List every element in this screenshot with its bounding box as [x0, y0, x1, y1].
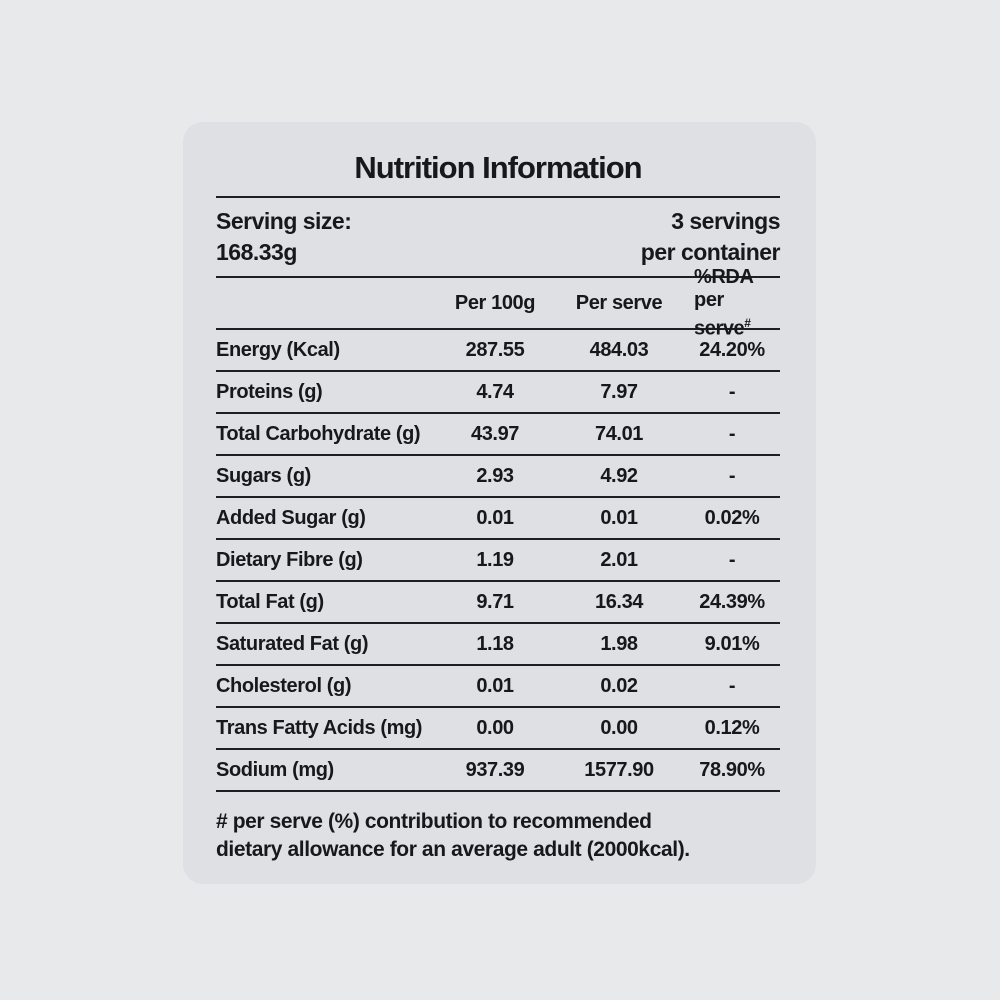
value-rda: 24.39%	[699, 590, 765, 613]
value-rda: -	[728, 464, 736, 487]
nutrient-name: Proteins (g)	[216, 380, 323, 403]
table-header-row: Per 100g Per serve %RDA per serve#	[216, 266, 780, 339]
table-row-total-carbohydrate: Total Carbohydrate (g) 43.97 74.01 -	[216, 414, 780, 456]
table-row-cholesterol: Cholesterol (g) 0.01 0.02 -	[216, 666, 780, 708]
value-per-serve: 1577.90	[584, 758, 654, 781]
nutrient-name: Total Fat (g)	[216, 590, 324, 613]
column-header-per-100g: Per 100g	[454, 291, 536, 314]
table-row-total-fat: Total Fat (g) 9.71 16.34 24.39%	[216, 582, 780, 624]
nutrient-name: Saturated Fat (g)	[216, 632, 369, 655]
serving-size: Serving size: 168.33g	[216, 206, 352, 268]
footnote-line2: dietary allowance for an average adult (…	[216, 838, 690, 861]
nutrient-name: Total Carbohydrate (g)	[216, 422, 421, 445]
table-row-energy: Energy (Kcal) 287.55 484.03 24.20%	[216, 330, 780, 372]
nutrient-name: Energy (Kcal)	[216, 338, 340, 361]
table-row-saturated-fat: Saturated Fat (g) 1.18 1.98 9.01%	[216, 624, 780, 666]
page-title: Nutrition Information	[354, 150, 642, 185]
table-row-dietary-fibre: Dietary Fibre (g) 1.19 2.01 -	[216, 540, 780, 582]
table-row-trans-fatty-acids: Trans Fatty Acids (mg) 0.00 0.00 0.12%	[216, 708, 780, 750]
value-per-serve: 2.01	[600, 548, 638, 571]
value-per-100g: 937.39	[465, 758, 525, 781]
value-per-serve: 16.34	[594, 590, 644, 613]
table-row-proteins: Proteins (g) 4.74 7.97 -	[216, 372, 780, 414]
nutrient-name: Sodium (mg)	[216, 758, 334, 781]
value-per-100g: 4.74	[476, 380, 514, 403]
serving-size-value: 168.33g	[216, 239, 297, 265]
value-per-serve: 4.92	[600, 464, 638, 487]
value-rda: -	[728, 422, 736, 445]
nutrient-name: Trans Fatty Acids (mg)	[216, 716, 423, 739]
nutrient-name: Cholesterol (g)	[216, 674, 352, 697]
value-per-serve: 1.98	[600, 632, 638, 655]
rda-header-line2: per serve#	[694, 288, 751, 340]
table-row-sodium: Sodium (mg) 937.39 1577.90 78.90%	[216, 750, 780, 792]
value-per-serve: 74.01	[594, 422, 644, 445]
value-rda: 0.12%	[704, 716, 760, 739]
value-per-serve: 484.03	[589, 338, 649, 361]
column-header-rda: %RDA per serve#	[684, 266, 780, 341]
value-rda: 0.02%	[704, 506, 760, 529]
value-per-100g: 0.01	[476, 674, 514, 697]
nutrient-name: Added Sugar (g)	[216, 506, 366, 529]
value-per-serve: 0.02	[600, 674, 638, 697]
value-rda: 24.20%	[699, 338, 765, 361]
value-rda: 78.90%	[699, 758, 765, 781]
serving-section: Serving size: 168.33g 3 servings per con…	[216, 198, 781, 276]
serving-size-label: Serving size:	[216, 208, 352, 234]
nutrition-label-card: Nutrition Information Serving size: 168.…	[183, 122, 816, 884]
value-per-100g: 43.97	[470, 422, 520, 445]
value-per-100g: 1.19	[476, 548, 514, 571]
value-per-serve: 0.00	[600, 716, 638, 739]
table-row-sugars: Sugars (g) 2.93 4.92 -	[216, 456, 780, 498]
footnote: # per serve (%) contribution to recommen…	[216, 808, 780, 864]
value-per-100g: 9.71	[476, 590, 514, 613]
value-per-100g: 1.18	[476, 632, 514, 655]
nutrient-name: Sugars (g)	[216, 464, 311, 487]
table-row-added-sugar: Added Sugar (g) 0.01 0.01 0.02%	[216, 498, 780, 540]
value-rda: -	[728, 674, 736, 697]
value-per-serve: 0.01	[600, 506, 638, 529]
rda-header-line1: %RDA	[694, 265, 754, 288]
rda-footnote-marker: #	[744, 315, 751, 330]
divider-under-title	[216, 196, 780, 198]
value-per-100g: 0.00	[476, 716, 514, 739]
column-header-per-serve: Per serve	[575, 291, 663, 314]
footnote-line1: # per serve (%) contribution to recommen…	[216, 810, 652, 833]
value-rda: -	[728, 380, 736, 403]
value-rda: -	[728, 548, 736, 571]
servings-per-container: 3 servings per container	[640, 206, 781, 268]
value-per-100g: 2.93	[476, 464, 514, 487]
servings-unit: per container	[640, 239, 781, 265]
nutrient-name: Dietary Fibre (g)	[216, 548, 363, 571]
value-rda: 9.01%	[704, 632, 760, 655]
value-per-100g: 0.01	[476, 506, 514, 529]
servings-count: 3 servings	[671, 208, 780, 234]
value-per-100g: 287.55	[465, 338, 525, 361]
value-per-serve: 7.97	[600, 380, 638, 403]
divider-under-serving	[216, 276, 780, 278]
